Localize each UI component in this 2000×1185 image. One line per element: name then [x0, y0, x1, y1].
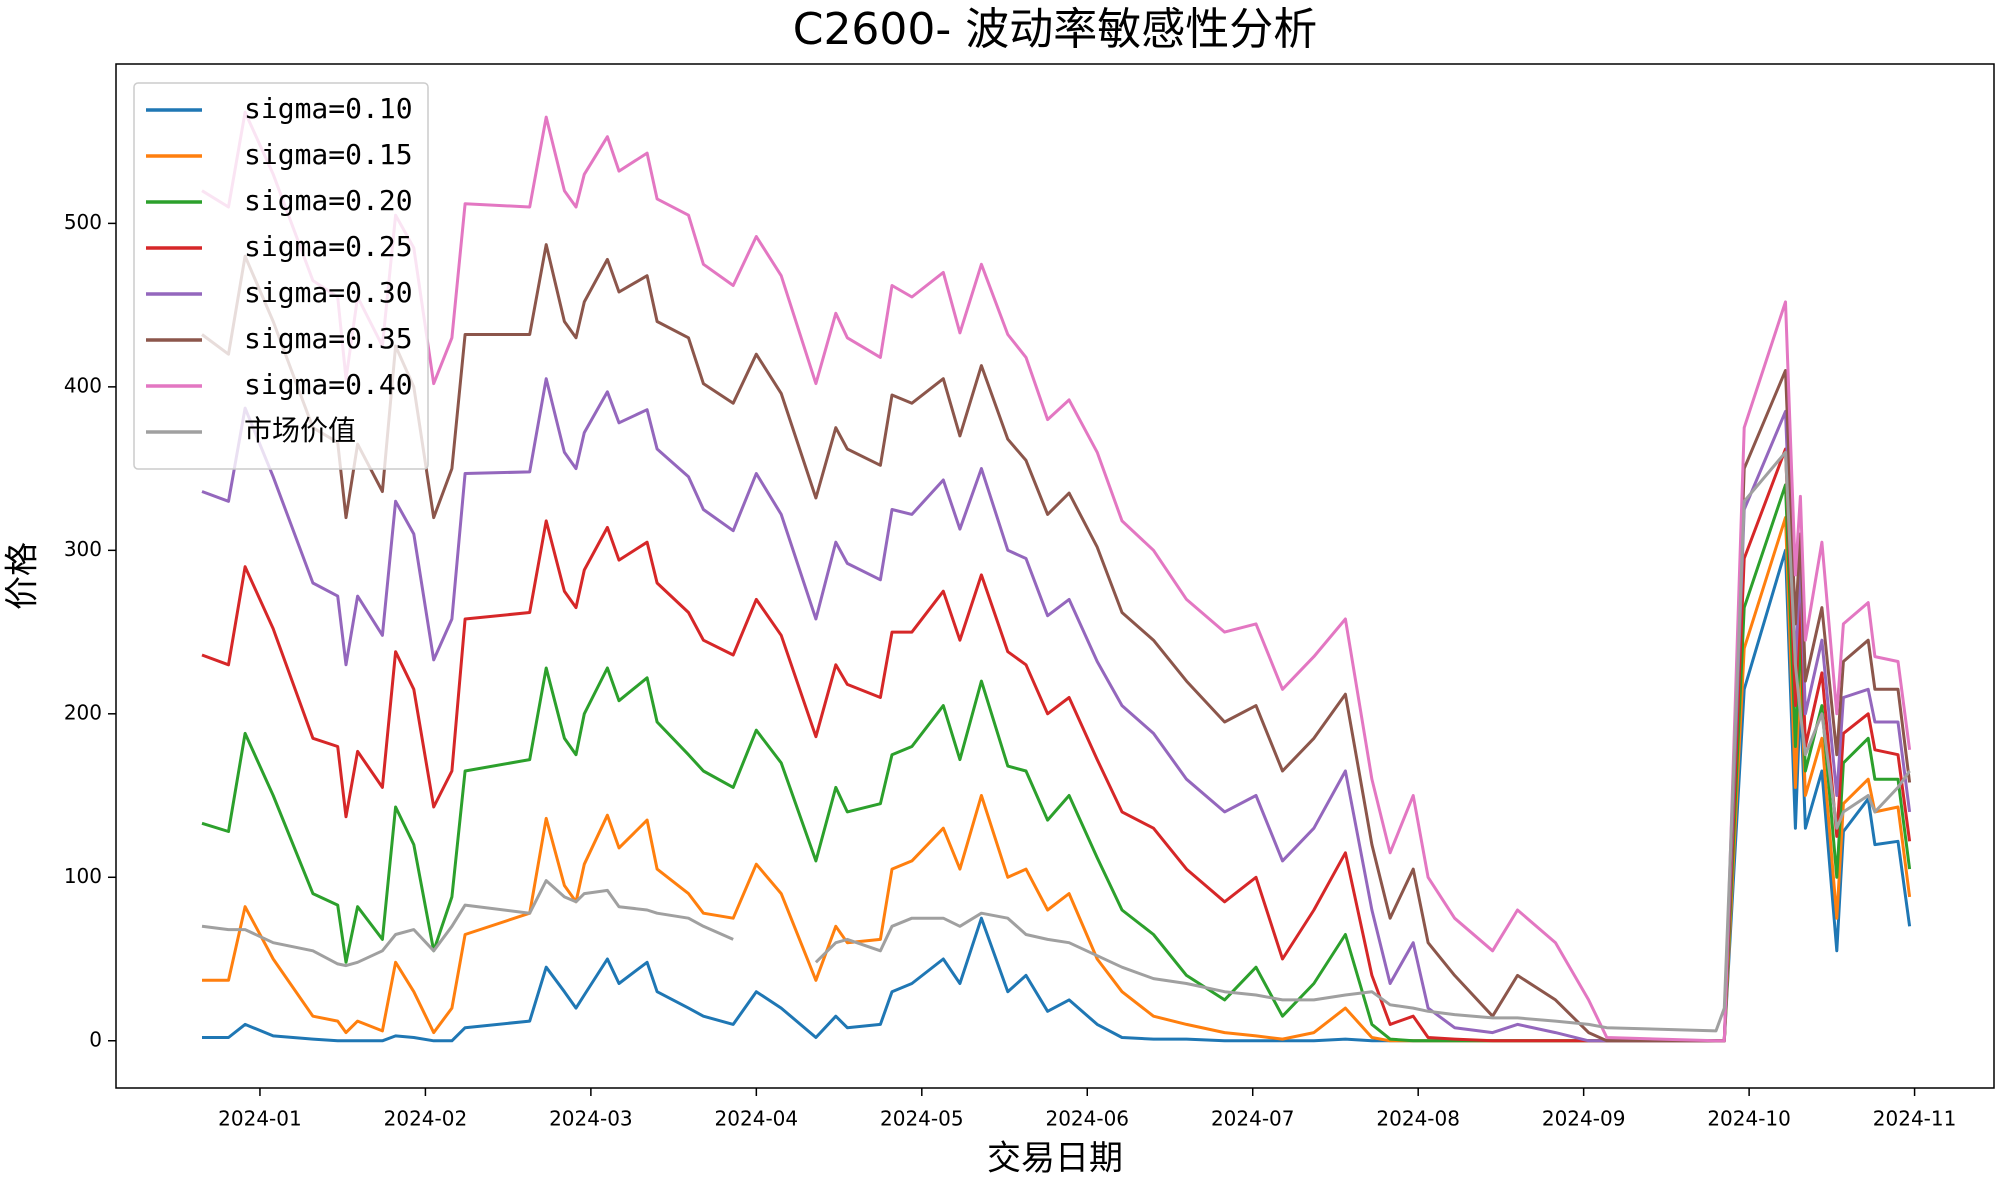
x-tick-label: 2024-05 — [880, 1107, 964, 1131]
legend-label: sigma=0.30 — [244, 276, 413, 309]
plot-area — [201, 110, 1912, 1043]
y-tick-label: 400 — [64, 373, 102, 397]
legend-label: 市场价值 — [244, 414, 356, 447]
y-tick-label: 200 — [64, 700, 102, 724]
legend-label: sigma=0.35 — [244, 322, 413, 355]
x-tick-label: 2024-07 — [1211, 1107, 1295, 1131]
x-tick-label: 2024-02 — [384, 1107, 468, 1131]
y-tick-label: 100 — [64, 864, 102, 888]
x-tick-label: 2024-06 — [1045, 1107, 1129, 1131]
legend-label: sigma=0.25 — [244, 230, 413, 263]
x-tick-label: 2024-10 — [1707, 1107, 1791, 1131]
y-tick-label: 500 — [64, 210, 102, 234]
series-line — [201, 110, 1912, 1043]
x-tick-label: 2024-08 — [1376, 1107, 1460, 1131]
x-tick-label: 2024-04 — [715, 1107, 799, 1131]
legend-label: sigma=0.40 — [244, 368, 413, 401]
series-line — [814, 450, 1911, 1033]
series-line — [201, 879, 734, 968]
legend: sigma=0.10 sigma=0.15 sigma=0.20 sigma=0.25… — [133, 82, 429, 470]
y-tick-label: 300 — [64, 537, 102, 561]
x-axis-label: 交易日期 — [987, 1139, 1123, 1179]
legend-label: sigma=0.10 — [244, 92, 413, 125]
y-tick-label: 0 — [89, 1027, 102, 1051]
legend-label: sigma=0.15 — [244, 138, 413, 171]
x-tick-label: 2024-03 — [549, 1107, 633, 1131]
x-tick-label: 2024-09 — [1542, 1107, 1626, 1131]
legend-frame — [133, 82, 429, 470]
axes-frame — [115, 63, 1995, 1089]
chart-title: C2600- 波动率敏感性分析 — [793, 4, 1318, 55]
legend-label: sigma=0.20 — [244, 184, 413, 217]
x-tick-label: 2024-01 — [218, 1107, 302, 1131]
x-tick-label: 2024-11 — [1873, 1107, 1957, 1131]
y-axis-label: 价格 — [3, 542, 43, 610]
